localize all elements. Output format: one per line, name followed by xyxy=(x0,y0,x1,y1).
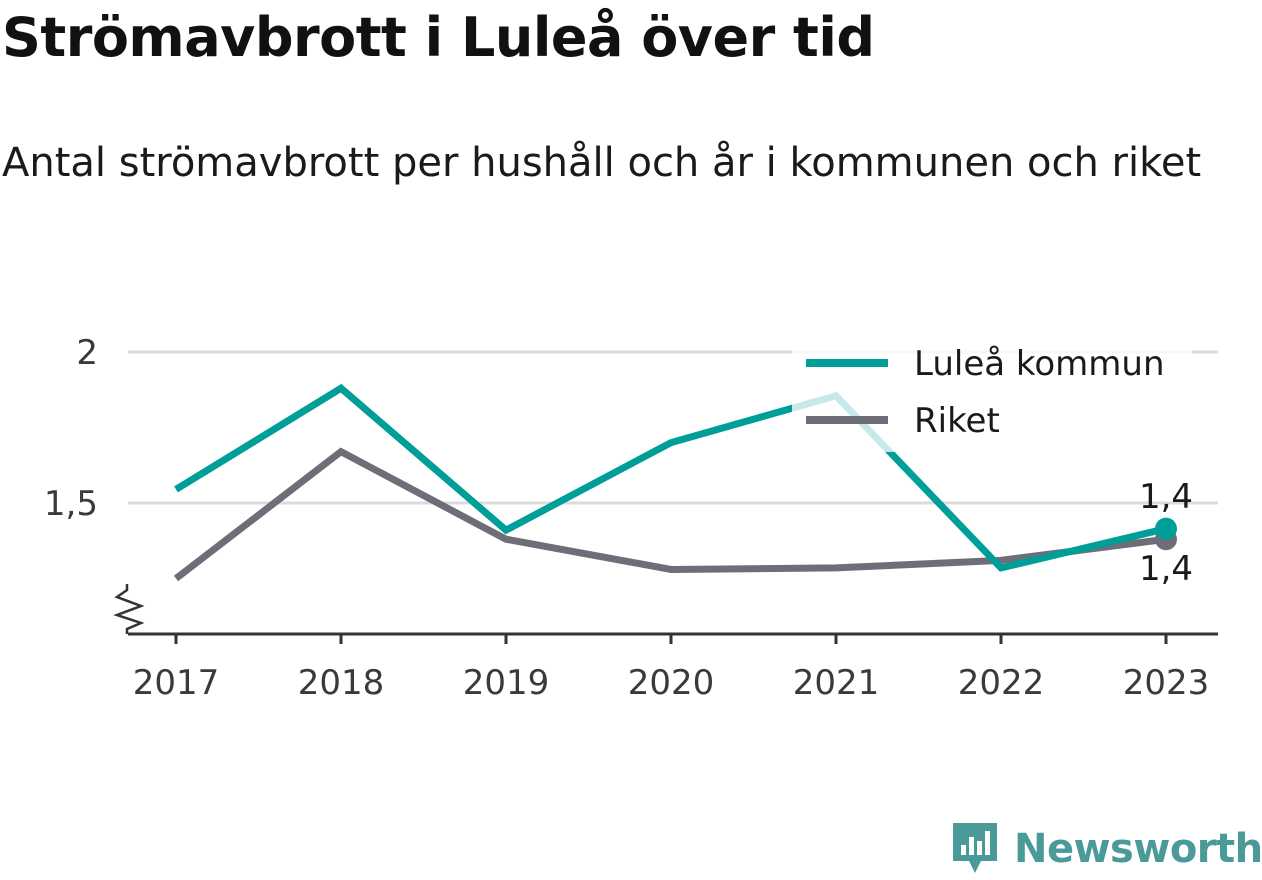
x-tick-label: 2023 xyxy=(1123,663,1210,703)
x-tick-label: 2019 xyxy=(463,663,550,703)
newsworthy-logo-icon xyxy=(953,823,997,873)
legend: Luleå kommun Riket xyxy=(792,340,1192,452)
data-label-lulea: 1,4 xyxy=(1139,477,1193,517)
axes: 1,5 2 2017 2018 2019 2020 2021 2022 2023 xyxy=(44,333,1218,703)
x-tick-label: 2017 xyxy=(133,663,220,703)
series-lines xyxy=(173,383,1177,582)
y-tick-label: 2 xyxy=(76,333,98,373)
legend-background xyxy=(792,340,1192,452)
end-marker xyxy=(1155,517,1177,540)
series-line-riket xyxy=(173,447,1167,582)
series-line-lulea xyxy=(174,383,1167,572)
x-tick-label: 2021 xyxy=(793,663,880,703)
x-tick-label: 2022 xyxy=(958,663,1045,703)
data-label-riket: 1,4 xyxy=(1139,549,1193,589)
y-tick-label: 1,5 xyxy=(44,484,98,524)
x-tick-label: 2018 xyxy=(298,663,385,703)
axis-break-icon xyxy=(113,584,145,634)
brand-logo: Newsworthy xyxy=(950,818,1262,880)
x-tick-label: 2020 xyxy=(628,663,715,703)
chart-title: Strömavbrott i Luleå över tid xyxy=(2,6,875,69)
brand-name: Newsworthy xyxy=(1014,826,1262,872)
data-labels: 1,4 1,4 xyxy=(1139,477,1193,589)
legend-label: Riket xyxy=(914,401,1000,441)
chart-subtitle: Antal strömavbrott per hushåll och år i … xyxy=(2,140,1202,186)
legend-label: Luleå kommun xyxy=(914,344,1165,384)
